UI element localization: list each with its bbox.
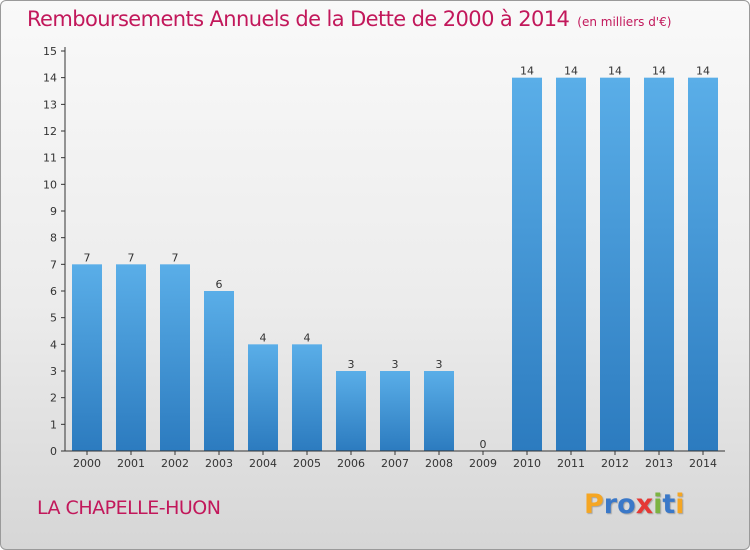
y-tick-label: 11	[43, 152, 57, 165]
x-tick-label: 2000	[73, 457, 101, 470]
chart-title: Remboursements Annuels de la Dette de 20…	[27, 7, 671, 31]
x-tick-label: 2008	[425, 457, 453, 470]
data-labels: 7 7 7 6 4 4 3 3 3 0 14 14 14 14 14	[84, 65, 711, 451]
data-label: 3	[348, 358, 355, 371]
y-tick-label: 13	[43, 98, 57, 111]
data-label: 3	[436, 358, 443, 371]
bar	[688, 77, 718, 452]
bar-series	[72, 77, 718, 452]
x-tick-label: 2001	[117, 457, 145, 470]
bar	[600, 77, 630, 452]
y-tick-label: 7	[50, 258, 57, 271]
x-tick-label: 2003	[205, 457, 233, 470]
bar	[72, 264, 102, 451]
bar	[248, 344, 278, 451]
data-label: 14	[696, 65, 710, 78]
y-tick-label: 6	[50, 285, 57, 298]
x-tick-label: 2014	[689, 457, 717, 470]
logo-letter: P	[584, 489, 604, 520]
x-tick-label: 2004	[249, 457, 277, 470]
bar	[644, 77, 674, 452]
y-tick-label: 9	[50, 205, 57, 218]
data-label: 6	[216, 278, 223, 291]
logo-letter: x	[635, 489, 654, 520]
data-label: 4	[304, 331, 311, 344]
x-tick-label: 2012	[601, 457, 629, 470]
x-tick-label: 2010	[513, 457, 541, 470]
x-tick-label: 2007	[381, 457, 409, 470]
place-name: LA CHAPELLE-HUON	[37, 497, 221, 519]
x-tick-label: 2006	[337, 457, 365, 470]
data-label: 14	[564, 65, 578, 78]
proxiti-logo[interactable]: Proxiti	[584, 489, 685, 520]
chart-title-text: Remboursements Annuels de la Dette de 20…	[27, 7, 570, 31]
logo-letter: r	[603, 489, 618, 520]
bar	[380, 371, 410, 451]
data-label: 7	[84, 251, 91, 264]
y-tick-label: 10	[43, 178, 57, 191]
data-label: 7	[172, 251, 179, 264]
bar	[424, 371, 454, 451]
data-label: 3	[392, 358, 399, 371]
y-tick-label: 2	[50, 392, 57, 405]
data-label: 7	[128, 251, 135, 264]
x-tick-label: 2011	[557, 457, 585, 470]
x-axis: 2000 2001 2002 2003 2004 2005 2006 2007 2008 2009…	[65, 450, 725, 470]
y-tick-label: 4	[50, 338, 57, 351]
x-tick-label: 2002	[161, 457, 189, 470]
logo-letter: i	[653, 489, 663, 520]
y-tick-label: 12	[43, 125, 57, 138]
logo-letter: t	[662, 489, 676, 520]
x-tick-label: 2005	[293, 457, 321, 470]
y-tick-label: 1	[50, 418, 57, 431]
data-label: 14	[652, 65, 666, 78]
logo-letter: o	[617, 489, 636, 520]
bar	[512, 77, 542, 452]
x-tick-label: 2013	[645, 457, 673, 470]
bar	[204, 291, 234, 451]
y-tick-label: 3	[50, 365, 57, 378]
data-label: 0	[480, 438, 487, 451]
y-tick-label: 8	[50, 232, 57, 245]
bar	[556, 77, 586, 452]
y-tick-label: 5	[50, 312, 57, 325]
chart-unit: (en milliers d'€)	[577, 15, 672, 29]
bar	[292, 344, 322, 451]
data-label: 14	[520, 65, 534, 78]
y-tick-label: 0	[50, 445, 57, 458]
bar	[160, 264, 190, 451]
data-label: 14	[608, 65, 622, 78]
data-label: 4	[260, 331, 267, 344]
bar	[336, 371, 366, 451]
logo-letter: i	[675, 489, 685, 520]
y-tick-label: 15	[43, 45, 57, 58]
bar	[116, 264, 146, 451]
y-tick-label: 14	[43, 72, 57, 85]
x-tick-label: 2009	[469, 457, 497, 470]
